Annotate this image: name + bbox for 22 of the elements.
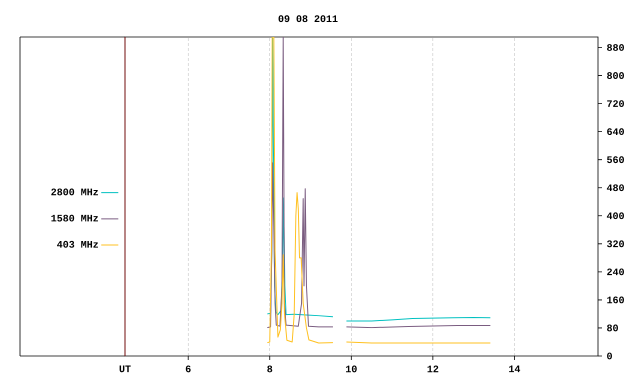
y-tick-label: 880 bbox=[607, 44, 624, 51]
y-tick-label: 80 bbox=[607, 324, 618, 332]
y-tick-label: 800 bbox=[607, 72, 624, 79]
y-tick-label: 480 bbox=[606, 184, 624, 192]
legend-label: 2800 MHz bbox=[51, 188, 98, 196]
legend-label: 1580 MHz bbox=[51, 214, 98, 222]
y-tick-label: 160 bbox=[607, 296, 624, 304]
y-tick-label: 640 bbox=[607, 128, 624, 136]
x-tick-label: 12 bbox=[428, 366, 438, 372]
chart-title: 09 08 2011 bbox=[278, 15, 338, 22]
x-tick-label: 14 bbox=[509, 366, 520, 372]
y-tick-label: 560 bbox=[607, 156, 624, 164]
x-tick-label: 6 bbox=[186, 366, 191, 372]
x-tick-label: 8 bbox=[267, 366, 272, 372]
y-tick-label: 240 bbox=[607, 268, 624, 276]
y-tick-label: 720 bbox=[607, 100, 624, 107]
y-tick-label: 400 bbox=[606, 212, 624, 220]
legend-label: 403 MHz bbox=[57, 240, 98, 248]
x-tick-label: 10 bbox=[346, 366, 357, 372]
x-axis-title: UT bbox=[120, 366, 131, 372]
y-tick-label: 0 bbox=[607, 352, 612, 360]
y-tick-label: 320 bbox=[606, 240, 624, 248]
